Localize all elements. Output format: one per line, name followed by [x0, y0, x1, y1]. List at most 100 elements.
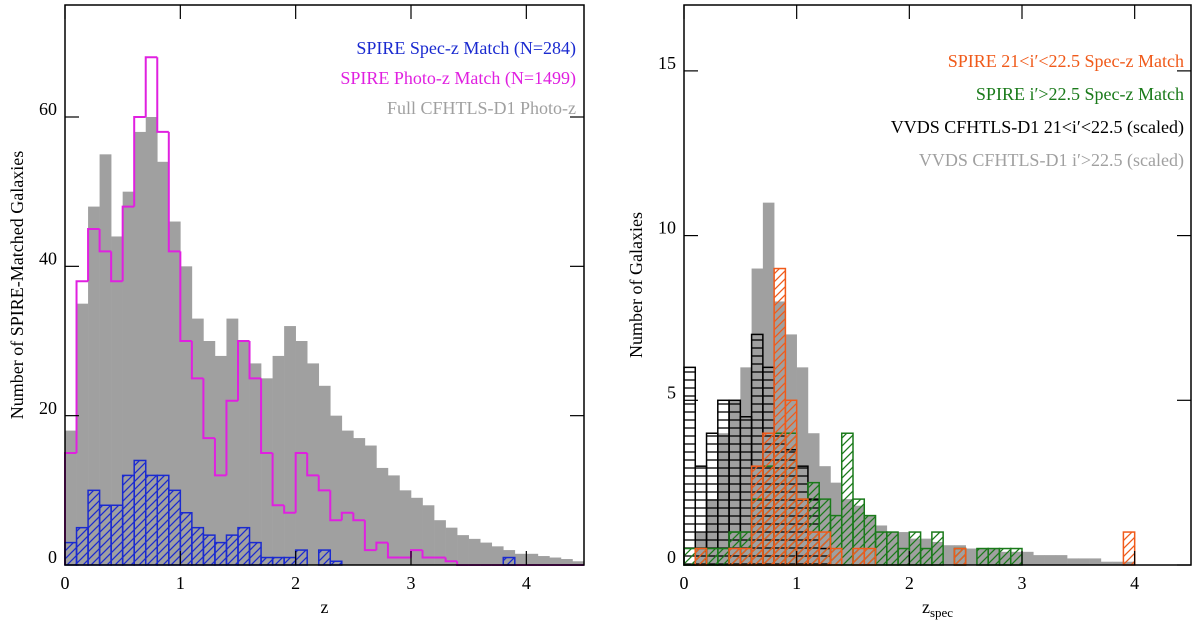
step [340, 511, 354, 521]
x-tick-label: 2 [905, 573, 914, 593]
bar [549, 557, 562, 565]
y-tick-label: 0 [48, 547, 57, 567]
bar [717, 399, 730, 566]
x-tick-label: 4 [522, 573, 531, 593]
legend-entry: Full CFHTLS-D1 Photo-z [387, 98, 576, 118]
step [352, 512, 365, 522]
bar [840, 432, 854, 566]
step [375, 541, 388, 551]
bar [1055, 555, 1068, 565]
bar [225, 534, 239, 566]
bar [795, 498, 809, 566]
bar [705, 547, 719, 566]
bar [1009, 547, 1023, 566]
bar [739, 547, 753, 566]
bar [191, 526, 205, 566]
x-tick-label: 2 [291, 573, 300, 593]
bar [897, 547, 911, 566]
bar [237, 526, 251, 566]
plot [683, 202, 1136, 566]
legend-entry: VVDS CFHTLS-D1 21<i′<22.5 (scaled) [891, 117, 1184, 138]
x-tick-label: 0 [680, 573, 689, 593]
bar [64, 541, 78, 566]
bar [829, 547, 843, 566]
step [225, 399, 238, 476]
bar [537, 556, 550, 565]
bar [908, 531, 922, 566]
bar [1044, 555, 1057, 565]
bar [134, 131, 147, 565]
y-tick-label: 15 [658, 53, 676, 73]
bar [965, 548, 978, 565]
bar [180, 266, 193, 565]
legend-entry: VVDS CFHTLS-D1 i′>22.5 (scaled) [919, 150, 1184, 171]
step [260, 378, 273, 454]
step [87, 228, 100, 282]
x-axis-label: zspec [922, 597, 953, 620]
bar [468, 538, 481, 565]
bar [121, 474, 135, 566]
bar [998, 547, 1012, 566]
bar [65, 430, 77, 565]
bar [863, 547, 877, 566]
bar [226, 318, 239, 565]
bar [284, 326, 296, 565]
bar [728, 547, 742, 566]
bar [1033, 555, 1045, 565]
bar [98, 504, 112, 566]
step [248, 341, 262, 380]
step [237, 340, 250, 401]
plot-frame [683, 4, 1192, 566]
plot-frame [64, 4, 585, 566]
y-tick-label: 20 [39, 398, 57, 418]
bar [294, 549, 308, 566]
x-axis-label-subscript: spec [930, 605, 953, 620]
bar [203, 341, 216, 565]
step [167, 131, 181, 253]
bar [705, 432, 719, 566]
bar [886, 531, 899, 566]
step [156, 57, 169, 133]
bar [491, 546, 504, 565]
bar [272, 355, 285, 565]
bar [144, 474, 159, 566]
bar [238, 341, 250, 565]
step [179, 251, 192, 342]
bar [526, 553, 539, 565]
step [271, 453, 285, 507]
x-tick-label: 3 [1018, 573, 1027, 593]
bar [399, 490, 412, 565]
bar [919, 547, 933, 566]
bar [953, 547, 967, 566]
bar [271, 556, 285, 566]
bar [987, 547, 1001, 566]
step [363, 520, 377, 552]
bar [168, 489, 182, 566]
bar [807, 531, 820, 566]
bar [87, 489, 101, 566]
plot [64, 56, 585, 566]
bar [943, 545, 955, 565]
bar [1100, 561, 1113, 565]
bar [874, 531, 888, 566]
legend-entry: SPIRE 21<i′<22.5 Spec-z Match [948, 51, 1184, 71]
bar [260, 556, 274, 566]
bar [75, 526, 89, 566]
bar [852, 547, 866, 566]
bar [1078, 558, 1090, 565]
bar [191, 318, 204, 565]
bar [457, 535, 469, 565]
bar [283, 556, 297, 566]
bar [1112, 561, 1124, 565]
step [75, 280, 89, 453]
step [294, 452, 308, 513]
bar [202, 534, 216, 566]
x-tick-label: 4 [1130, 573, 1139, 593]
bar [514, 553, 527, 565]
step [213, 438, 227, 477]
bar [145, 117, 158, 565]
y-tick-label: 10 [658, 218, 676, 238]
y-tick-label: 60 [39, 99, 57, 119]
y-tick-label: 40 [39, 248, 57, 268]
bar [157, 161, 170, 566]
